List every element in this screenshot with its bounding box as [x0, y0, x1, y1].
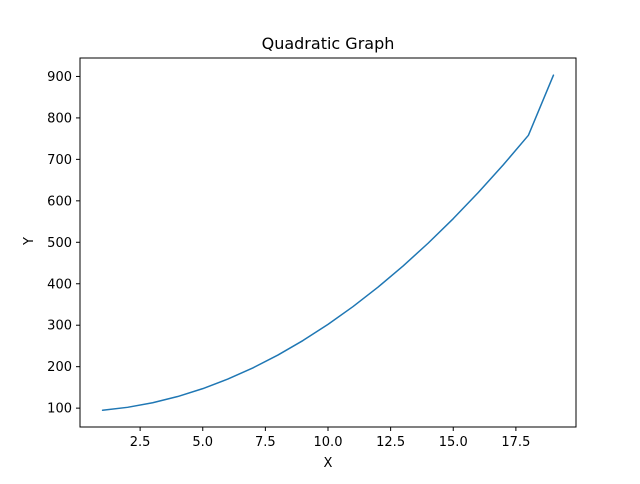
y-tick-label: 700 [47, 153, 72, 168]
y-tick-label: 400 [47, 277, 72, 292]
data-line [101, 74, 555, 411]
y-axis-label: Y [22, 237, 37, 246]
y-tick-label: 900 [47, 70, 72, 85]
y-tick-label: 600 [47, 194, 72, 209]
y-tick-label: 300 [47, 319, 72, 334]
x-tick-label: 12.5 [376, 435, 405, 450]
y-tick-label: 800 [47, 111, 72, 126]
plot-area: 2.5 5.0 7.5 10.0 12.5 15.0 17.5 100 200 300 400 500… [47, 57, 577, 450]
y-tick-label: 100 [47, 402, 72, 417]
x-tick-label: 10.0 [314, 435, 343, 450]
x-axis-label: X [324, 456, 333, 471]
axes-frame [79, 57, 577, 428]
x-tick-label: 15.0 [439, 435, 468, 450]
chart-title: Quadratic Graph [262, 34, 395, 53]
y-tick-label: 500 [47, 236, 72, 251]
y-tick-label: 200 [47, 360, 72, 375]
x-tick-label: 7.5 [255, 435, 276, 450]
x-tick-label: 2.5 [130, 435, 151, 450]
x-tick-label: 17.5 [501, 435, 530, 450]
x-tick-label: 5.0 [192, 435, 213, 450]
